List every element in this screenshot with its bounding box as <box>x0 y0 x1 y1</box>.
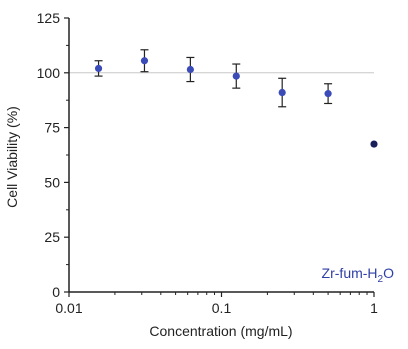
y-tick-label: 125 <box>37 10 61 26</box>
sample-annotation: Zr-fum-H2O <box>322 265 395 285</box>
y-tick-label: 100 <box>37 65 61 81</box>
data-point <box>232 72 240 80</box>
tick-labels: 0 25 50 75 100 125 0.01 0.1 1 <box>37 10 378 316</box>
data-point <box>278 88 286 97</box>
y-axis-label: Cell Viability (%) <box>4 106 20 208</box>
data-point <box>324 90 332 98</box>
y-tick-label: 25 <box>44 229 60 245</box>
annotation-suffix: O <box>383 265 394 281</box>
x-tick-label: 0.01 <box>55 300 82 316</box>
x-tick-label: 0.1 <box>212 300 232 316</box>
x-tick-label: 1 <box>370 300 378 316</box>
y-tick-label: 75 <box>44 120 60 136</box>
tick-marks <box>64 17 375 297</box>
y-tick-label: 0 <box>52 284 60 300</box>
axes <box>68 18 374 293</box>
data-point <box>370 140 378 148</box>
data-point <box>186 65 194 74</box>
data-point <box>94 64 103 73</box>
annotation-prefix: Zr-fum-H <box>322 265 378 281</box>
x-axis-label: Concentration (mg/mL) <box>149 323 292 339</box>
y-tick-label: 50 <box>44 174 60 190</box>
data-points <box>94 49 378 148</box>
data-point <box>140 57 149 65</box>
annotation-subscript: 2 <box>378 274 384 285</box>
